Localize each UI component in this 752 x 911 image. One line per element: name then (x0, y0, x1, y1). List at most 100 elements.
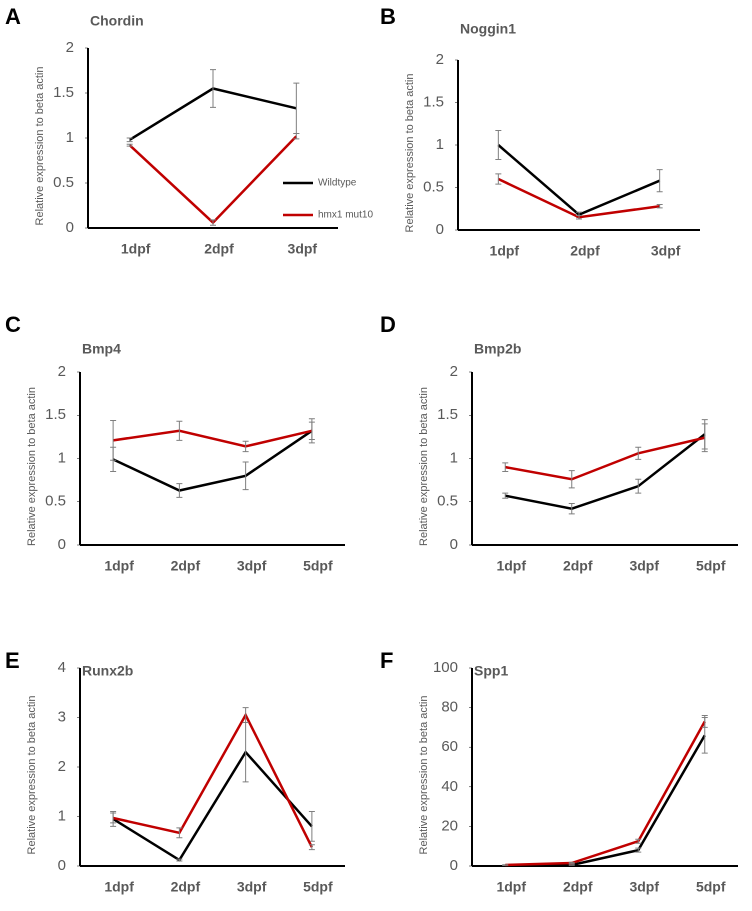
series-line (112, 429, 313, 492)
panel-label: C (5, 312, 21, 337)
y-axis-label: Relative expression to beta actin (26, 387, 38, 546)
series-line (505, 433, 706, 510)
y-tick-label: 0.5 (437, 493, 458, 510)
panel-label: B (380, 4, 396, 29)
error-bar (308, 418, 315, 444)
error-bar (126, 143, 133, 147)
y-tick-label: 0 (436, 221, 444, 238)
series-line (112, 712, 313, 848)
y-tick-label: 0.5 (45, 493, 66, 510)
x-tick-label: 5dpf (696, 558, 726, 574)
chart-title: Noggin1 (460, 21, 516, 37)
series-line (128, 135, 298, 225)
panel-label: E (5, 648, 20, 673)
x-tick-label: 3dpf (288, 241, 318, 257)
panel-label: D (380, 312, 396, 337)
y-tick-label: 20 (441, 817, 458, 834)
x-tick-label: 1dpf (104, 558, 134, 574)
error-bar (568, 861, 575, 865)
error-bar (126, 137, 133, 143)
x-tick-label: 3dpf (651, 243, 681, 259)
y-tick-label: 0 (450, 536, 458, 553)
legend-label: Wildtype (318, 178, 357, 189)
y-tick-label: 1.5 (437, 406, 458, 423)
error-bar (656, 204, 663, 209)
series-line (112, 429, 313, 448)
x-tick-label: 1dpf (104, 879, 134, 895)
y-tick-label: 3 (58, 708, 66, 725)
error-bar (656, 169, 663, 193)
series-line (497, 144, 661, 217)
series-line (505, 436, 706, 481)
chart-title: Runx2b (82, 663, 133, 679)
error-bar (495, 130, 502, 160)
error-bar (242, 707, 249, 723)
y-tick-label: 4 (58, 659, 66, 676)
y-tick-label: 40 (441, 778, 458, 795)
error-bar (176, 827, 183, 839)
error-bar (502, 492, 509, 499)
x-tick-label: 2dpf (570, 243, 600, 259)
y-tick-label: 100 (433, 659, 458, 676)
series-line (497, 177, 660, 219)
error-bar (210, 219, 216, 226)
y-tick-label: 2 (58, 758, 66, 775)
error-bar (308, 844, 315, 851)
series-line (505, 734, 706, 867)
error-bar (293, 133, 300, 140)
y-axis-label: Relative expression to beta actin (26, 696, 38, 855)
y-tick-label: 1 (58, 807, 66, 824)
panel-label: A (5, 4, 21, 29)
y-tick-label: 60 (441, 738, 458, 755)
series-line (112, 750, 313, 862)
y-tick-label: 1.5 (53, 84, 74, 101)
error-bar (176, 420, 183, 441)
series-line (505, 720, 706, 867)
y-tick-label: 0 (58, 857, 66, 874)
error-bar (635, 446, 642, 460)
error-bar (242, 461, 249, 491)
y-tick-label: 1 (436, 136, 444, 153)
x-tick-label: 5dpf (303, 879, 333, 895)
x-tick-label: 3dpf (629, 879, 659, 895)
error-bar (502, 462, 509, 472)
x-tick-label: 2dpf (171, 879, 201, 895)
x-tick-label: 2dpf (171, 558, 201, 574)
y-tick-label: 2 (66, 39, 74, 56)
y-tick-label: 1 (450, 449, 458, 466)
error-bar (308, 811, 315, 842)
chart-title: Spp1 (474, 663, 508, 679)
y-axis-label: Relative expression to beta actin (418, 387, 430, 546)
y-tick-label: 0.5 (423, 178, 444, 195)
x-tick-label: 5dpf (696, 879, 726, 895)
chart-title: Bmp2b (474, 341, 521, 357)
x-tick-label: 1dpf (121, 241, 151, 257)
y-tick-label: 0.5 (53, 174, 74, 191)
x-tick-label: 2dpf (563, 558, 593, 574)
y-tick-label: 1.5 (423, 93, 444, 110)
y-tick-label: 2 (58, 363, 66, 380)
chart-title: Chordin (90, 13, 144, 29)
y-tick-label: 80 (441, 699, 458, 716)
y-axis-label: Relative expression to beta actin (34, 67, 46, 226)
x-tick-label: 2dpf (204, 241, 234, 257)
error-bar (701, 715, 708, 728)
error-bar (176, 483, 183, 498)
y-tick-label: 0 (66, 219, 74, 236)
error-bar (495, 173, 502, 185)
error-bar (635, 838, 642, 844)
panel-label: F (380, 648, 393, 673)
error-bar (210, 69, 216, 108)
chart-title: Bmp4 (82, 341, 121, 357)
y-tick-label: 1.5 (45, 406, 66, 423)
error-bar (635, 478, 642, 494)
y-tick-label: 1 (58, 449, 66, 466)
x-tick-label: 3dpf (237, 558, 267, 574)
x-tick-label: 1dpf (490, 243, 520, 259)
error-bar (110, 812, 117, 824)
y-tick-label: 2 (450, 363, 458, 380)
x-tick-label: 5dpf (303, 558, 333, 574)
y-axis-label: Relative expression to beta actin (418, 696, 430, 855)
